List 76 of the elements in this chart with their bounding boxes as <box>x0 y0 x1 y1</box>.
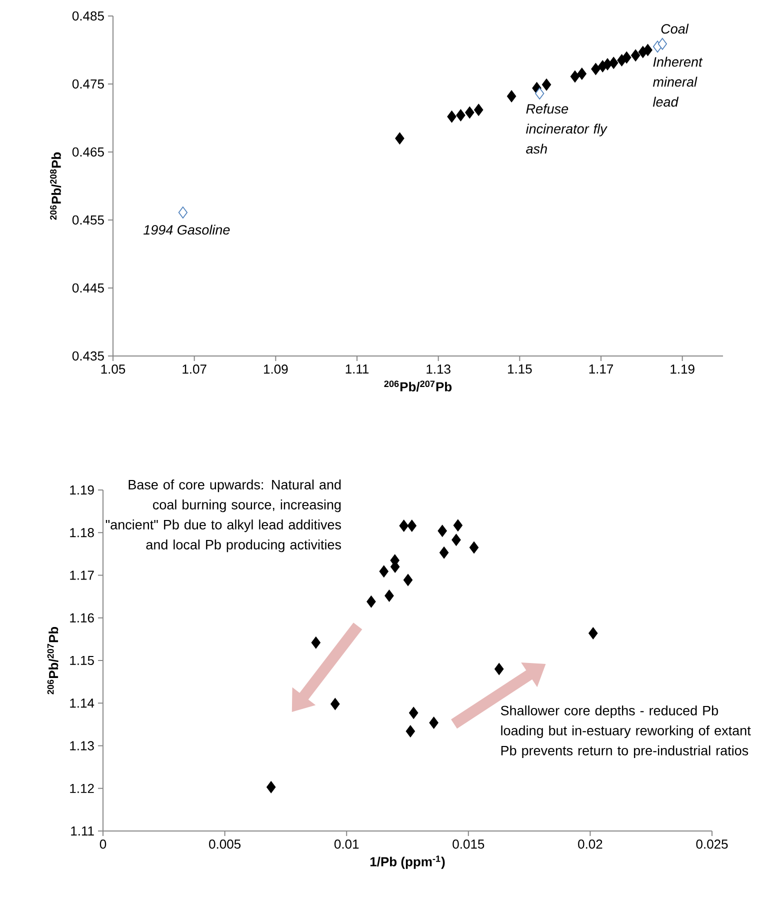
annotation: Shallower core depths - reduced Pb loading but in-estuary reworking of extant Pb prevents return to pre-industrial ratios <box>500 705 751 758</box>
point <box>591 63 600 75</box>
x-axis-title: 1/Pb (ppm$^{-1}$) <box>370 856 445 869</box>
point <box>474 104 484 116</box>
point <box>311 636 320 649</box>
point <box>494 663 504 675</box>
x-tick-label: 0.015 <box>452 840 484 849</box>
y-tick-label: 0.435 <box>72 351 104 361</box>
x-tick-label: 1.09 <box>264 364 288 374</box>
x-tick-label: 1.19 <box>670 364 694 374</box>
y-tick-label: 1.19 <box>70 485 94 495</box>
y-tick-label: 0.465 <box>72 147 104 157</box>
point <box>658 38 667 50</box>
point <box>266 781 276 794</box>
y-tick-label: 1.14 <box>70 698 94 708</box>
x-tick-label: 1.07 <box>182 364 206 374</box>
x-tick-label: 0.025 <box>696 840 728 849</box>
point <box>452 534 461 546</box>
point <box>465 106 474 118</box>
point <box>609 56 618 69</box>
point <box>379 565 388 578</box>
point <box>453 519 463 532</box>
point <box>407 520 416 532</box>
point <box>506 90 516 102</box>
x-tick-label: 1.11 <box>346 364 369 374</box>
annotation: Base of core upwards: Natural and coal burning source, increasing "ancient" Pb due to alkyl lead additives and local Pb producing activities <box>106 480 341 552</box>
point <box>447 110 456 123</box>
x-tick-label: 0 <box>100 840 106 849</box>
annotation: Coal <box>661 24 689 34</box>
point <box>542 78 552 91</box>
y-axis-title: $^{206}$Pb/$^{208}$Pb <box>50 152 62 220</box>
x-tick-label: 0.01 <box>334 840 359 849</box>
point <box>469 542 479 554</box>
y-tick-label: 1.12 <box>70 784 94 793</box>
y-tick-label: 1.15 <box>70 656 94 666</box>
point <box>403 574 413 586</box>
y-tick-label: 1.11 <box>71 826 94 836</box>
point <box>456 109 466 122</box>
x-tick-label: 1.05 <box>101 364 126 374</box>
point <box>429 716 438 729</box>
y-tick-label: 0.455 <box>72 215 104 225</box>
point <box>384 590 394 602</box>
point <box>395 132 404 144</box>
point <box>622 52 632 64</box>
x-axis-title: $^{206}$Pb/$^{207}$Pb <box>384 380 452 392</box>
y-tick-label: 0.485 <box>72 11 104 21</box>
x-tick-label: 0.005 <box>209 840 241 849</box>
y-axis-title: $^{206}$Pb/$^{207}$Pb <box>47 626 58 694</box>
y-tick-label: 1.13 <box>70 741 94 750</box>
annotation: Refuse incinerator fly ash <box>526 104 608 154</box>
annotation: 1994 Gasoline <box>143 224 230 235</box>
x-tick-label: 0.02 <box>578 840 602 849</box>
x-tick-label: 1.17 <box>589 364 613 374</box>
annotation: Inherent mineral lead <box>652 56 703 107</box>
point <box>643 44 652 56</box>
y-tick-label: 1.17 <box>70 570 94 580</box>
y-tick-label: 0.475 <box>72 79 104 89</box>
point <box>577 68 586 80</box>
point <box>406 725 416 738</box>
point <box>409 706 418 719</box>
point <box>588 627 598 640</box>
point <box>366 596 376 608</box>
point <box>399 520 408 532</box>
y-tick-label: 0.445 <box>72 283 104 293</box>
point <box>438 524 447 537</box>
x-tick-label: 1.13 <box>426 364 450 374</box>
point <box>178 206 188 218</box>
y-tick-label: 1.16 <box>70 613 94 622</box>
point <box>602 58 612 70</box>
point <box>535 88 544 100</box>
point <box>570 70 580 82</box>
y-tick-label: 1.18 <box>70 528 94 538</box>
point <box>631 49 640 62</box>
point <box>330 698 340 710</box>
point <box>439 546 449 559</box>
x-tick-label: 1.15 <box>508 364 532 374</box>
